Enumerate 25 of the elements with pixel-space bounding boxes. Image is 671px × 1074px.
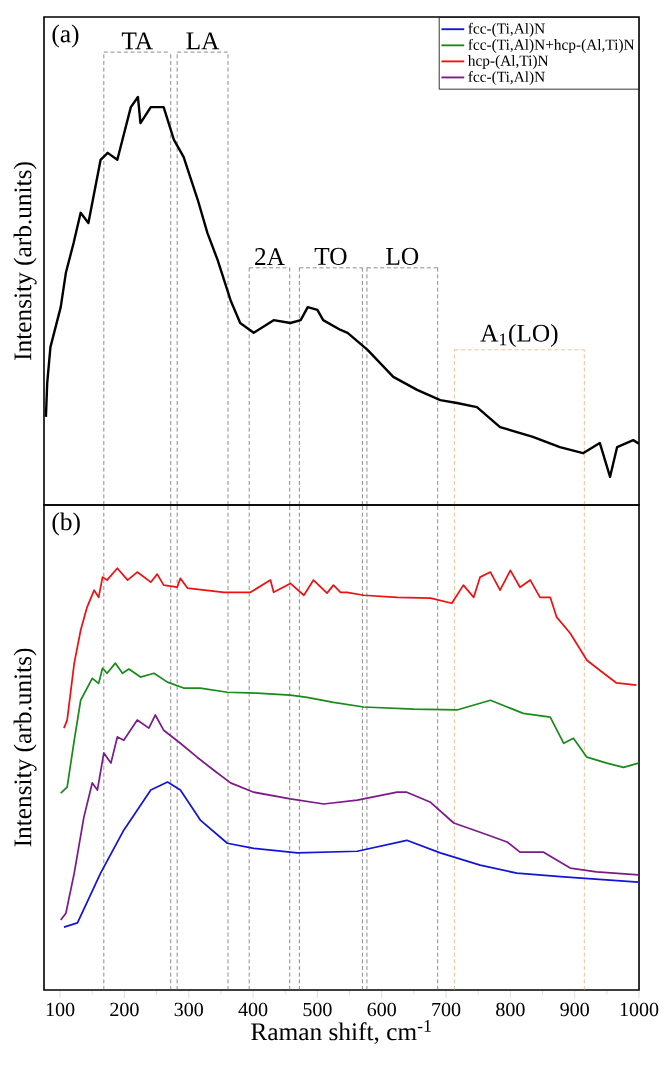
x-tick-label: 800 — [496, 1002, 525, 1017]
text: LA — [186, 32, 220, 50]
annotation: 2A — [255, 248, 285, 265]
y-axis-title: Intensity (arb.units) — [13, 162, 37, 360]
x-tick-label: 500 — [303, 1002, 332, 1017]
x-tick-label: 700 — [432, 1002, 461, 1017]
text: (b) — [52, 512, 80, 536]
x-tick-label: 100 — [46, 1002, 75, 1017]
legend-label: fcc-(Ti,Al)N+hcp-(Al,Ti)N — [468, 38, 635, 53]
x-axis-title: Raman shift, cm$^{-1}$ — [251, 1020, 431, 1044]
y-axis-title: Intensity (arb.units) — [13, 648, 37, 847]
text: (a) — [52, 24, 79, 48]
x-tick-label: 200 — [110, 1002, 139, 1017]
x-tick-label: 900 — [560, 1002, 589, 1017]
x-tick-label: 300 — [174, 1002, 203, 1017]
legend-label: fcc-(Ti,Al)N — [468, 22, 545, 37]
annotation: A$_{1}$(LO) — [480, 323, 558, 347]
x-tick-label: 1000 — [620, 1002, 659, 1017]
text: TA — [121, 32, 153, 50]
legend-label: fcc-(Ti,Al)N — [468, 71, 545, 86]
x-tick-label: 600 — [367, 1002, 396, 1017]
annotation: TO — [314, 247, 347, 265]
annotation: LO — [386, 247, 419, 265]
x-tick-label: 400 — [238, 1002, 268, 1017]
legend-label: hcp-(Al,Ti)N — [467, 55, 549, 69]
